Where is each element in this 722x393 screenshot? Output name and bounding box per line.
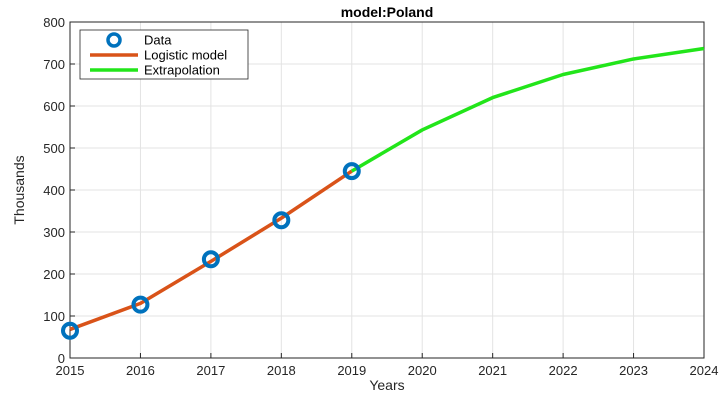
x-tick-label: 2024 [690, 363, 719, 378]
y-tick-label: 800 [43, 15, 65, 30]
extrapolation-line [350, 46, 705, 173]
legend-swatch-data [106, 32, 122, 48]
data-point [61, 321, 79, 340]
y-axis-title: Thousands [11, 155, 27, 224]
x-tick-label: 2022 [549, 363, 578, 378]
x-tick-label: 2016 [126, 363, 155, 378]
legend-label-logistic-model: Logistic model [144, 48, 227, 63]
x-tick-label: 2021 [478, 363, 507, 378]
x-axis-title: Years [369, 377, 404, 393]
y-tick-label: 500 [43, 141, 65, 156]
x-tick-label: 2018 [267, 363, 296, 378]
legend-label-extrapolation: Extrapolation [144, 63, 220, 78]
y-tick-label: 200 [43, 267, 65, 282]
data-point [272, 211, 291, 230]
y-tick-label: 700 [43, 57, 65, 72]
legend-label-data: Data [144, 33, 172, 48]
x-tick-label: 2015 [56, 363, 85, 378]
chart-title: model:Poland [341, 4, 434, 20]
y-tick-label: 400 [43, 183, 65, 198]
y-tick-label: 0 [58, 351, 65, 366]
x-tick-label: 2019 [337, 363, 366, 378]
x-tick-label: 2023 [619, 363, 648, 378]
x-tick-label: 2020 [408, 363, 437, 378]
x-tick-label: 2017 [196, 363, 225, 378]
series-layer [61, 46, 705, 340]
y-tick-label: 300 [43, 225, 65, 240]
axis-ticks: 2015 2016 2017 2018 2019 2020 2021 2022 2023 2024… [43, 15, 718, 378]
y-tick-label: 600 [43, 99, 65, 114]
y-tick-label: 100 [43, 309, 65, 324]
data-point [131, 295, 150, 314]
logistic-model-line [69, 169, 353, 332]
data-point [201, 250, 220, 269]
data-point [342, 162, 361, 181]
